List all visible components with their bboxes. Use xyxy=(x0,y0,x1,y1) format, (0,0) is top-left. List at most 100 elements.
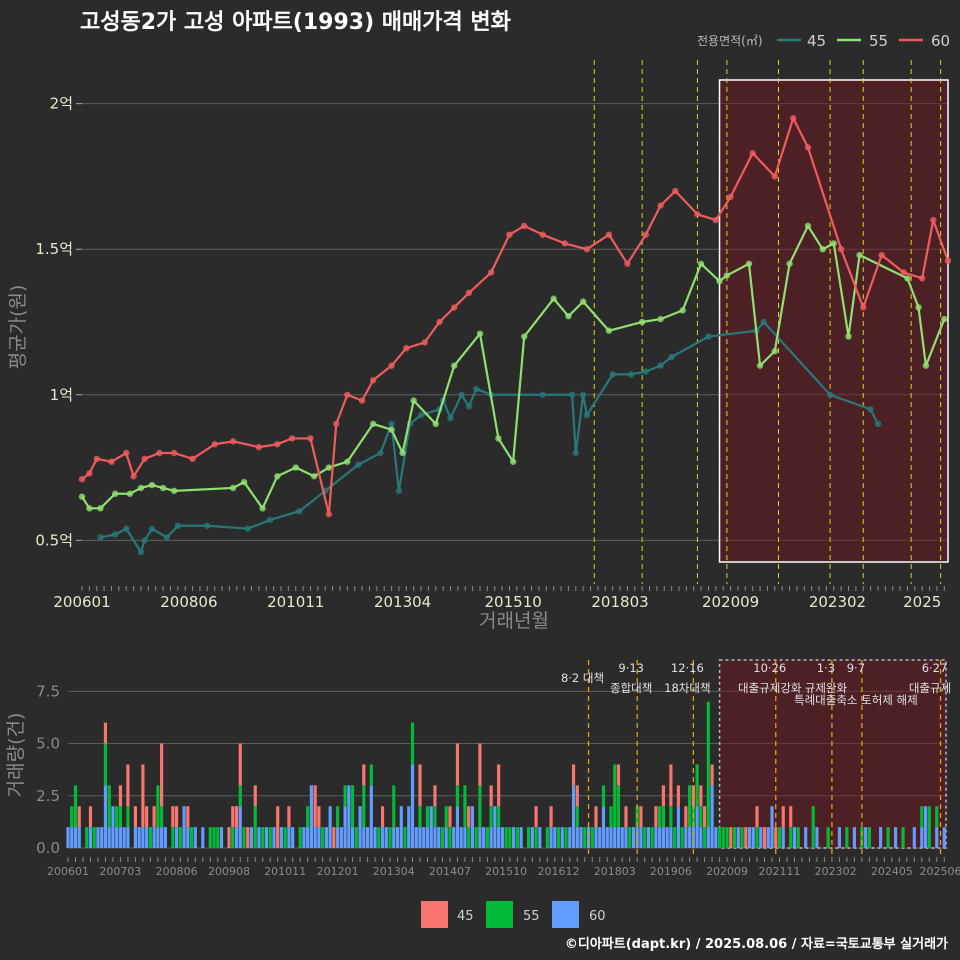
policy-annotation-date: 9·13 xyxy=(618,661,644,675)
volume-bar-55 xyxy=(388,827,392,848)
volume-bar-55 xyxy=(189,827,194,848)
volume-bar-60 xyxy=(935,827,939,848)
volume-bar-60 xyxy=(77,827,81,848)
volume-bar-45 xyxy=(287,806,291,828)
volume-bar-55 xyxy=(351,785,355,828)
volume-bar-45 xyxy=(332,827,336,848)
volume-bar-55 xyxy=(118,806,123,828)
policy-annotation-label: 18차대책 xyxy=(664,681,710,695)
volume-x-tick-label: 202405 xyxy=(871,865,913,878)
volume-bar-60 xyxy=(414,827,418,848)
volume-bar-60 xyxy=(313,827,317,848)
volume-bar-55 xyxy=(298,827,302,848)
volume-x-tick-label: 201304 xyxy=(373,865,415,878)
volume-bar-60 xyxy=(459,827,463,848)
volume-bar-60 xyxy=(103,785,108,848)
volume-bar-60 xyxy=(182,806,186,848)
volume-bar-55 xyxy=(73,785,78,828)
volume-bar-55 xyxy=(418,806,422,828)
volume-bar-55 xyxy=(474,827,478,848)
volume-bar-45 xyxy=(654,806,658,828)
volume-bar-60 xyxy=(736,827,740,848)
volume-bar-55 xyxy=(688,785,692,828)
volume-x-tick-label: 201011 xyxy=(264,865,306,878)
volume-x-tick-label: 200806 xyxy=(156,865,198,878)
volume-bar-60 xyxy=(781,827,785,848)
volume-y-tick-label: 2.5 xyxy=(36,787,60,805)
bottom-legend-label-55: 55 xyxy=(523,909,540,924)
volume-bar-55 xyxy=(369,764,373,786)
volume-bar-55 xyxy=(156,785,160,828)
volume-bar-55 xyxy=(609,806,613,828)
volume-bar-60 xyxy=(96,827,100,848)
volume-bar-60 xyxy=(699,827,703,848)
volume-bar-55 xyxy=(725,827,729,848)
price-y-tick-label: 0.5억 xyxy=(35,531,73,549)
volume-bar-55 xyxy=(901,827,905,848)
volume-bar-60 xyxy=(291,827,295,848)
volume-bar-60 xyxy=(654,827,658,848)
volume-bar-45 xyxy=(676,785,680,807)
volume-bar-60 xyxy=(328,806,332,848)
volume-bar-60 xyxy=(433,827,437,848)
volume-bar-55 xyxy=(238,785,242,807)
volume-bar-55 xyxy=(643,827,647,848)
volume-bar-55 xyxy=(860,827,864,848)
volume-bar-60 xyxy=(586,827,591,848)
volume-bar-60 xyxy=(538,827,542,848)
volume-bar-55 xyxy=(740,827,744,848)
volume-bar-60 xyxy=(714,827,718,848)
volume-bar-45 xyxy=(186,806,190,828)
volume-bar-60 xyxy=(553,827,557,848)
volume-bar-55 xyxy=(321,827,325,848)
volume-bar-55 xyxy=(440,827,445,848)
volume-bar-60 xyxy=(770,806,774,848)
volume-bar-60 xyxy=(358,806,362,848)
volume-y-tick-label: 5.0 xyxy=(36,735,60,753)
volume-bar-60 xyxy=(571,785,576,848)
volume-bar-55 xyxy=(703,827,707,848)
volume-bar-55 xyxy=(669,806,673,828)
volume-bar-60 xyxy=(100,827,104,848)
volume-bar-55 xyxy=(467,827,471,848)
volume-bar-60 xyxy=(175,827,179,848)
volume-bar-45 xyxy=(781,806,785,828)
volume-bar-60 xyxy=(493,806,497,848)
volume-bar-45 xyxy=(467,806,471,828)
volume-bar-60 xyxy=(118,827,123,848)
volume-x-tick-label: 201407 xyxy=(429,865,471,878)
volume-bar-60 xyxy=(706,827,710,848)
volume-bar-60 xyxy=(512,827,516,848)
price-x-tick-label: 201304 xyxy=(374,593,431,611)
volume-bar-60 xyxy=(351,827,355,848)
legend-label-45: 45 xyxy=(807,32,826,50)
volume-bar-60 xyxy=(804,827,808,848)
volume-bar-60 xyxy=(156,827,160,848)
volume-bar-60 xyxy=(601,806,606,848)
price-line-45 xyxy=(100,320,879,554)
volume-y-axis-label: 거래량(건) xyxy=(5,713,27,798)
volume-bar-55 xyxy=(261,827,265,848)
volume-bar-55 xyxy=(777,827,782,848)
volume-bar-60 xyxy=(234,827,239,848)
volume-bar-55 xyxy=(590,827,594,848)
volume-bar-60 xyxy=(864,827,868,848)
volume-bar-45 xyxy=(171,806,175,828)
volume-bar-55 xyxy=(796,827,800,848)
volume-bar-55 xyxy=(92,827,96,848)
volume-bar-45 xyxy=(133,806,137,828)
volume-bar-55 xyxy=(354,827,358,848)
volume-bar-60 xyxy=(287,827,291,848)
volume-bar-60 xyxy=(145,827,149,848)
volume-bar-55 xyxy=(268,827,272,848)
legend-label-55: 55 xyxy=(869,32,888,50)
volume-bar-55 xyxy=(444,806,448,828)
policy-annotation-label: 대출규제강화 xyxy=(738,681,802,695)
volume-bar-55 xyxy=(70,806,74,828)
volume-bar-55 xyxy=(171,827,175,848)
volume-bar-60 xyxy=(249,827,254,848)
volume-x-tick-label: 201803 xyxy=(594,865,636,878)
bottom-legend-swatch-55 xyxy=(486,901,513,928)
volume-x-tick-label: 202506 xyxy=(920,865,960,878)
volume-bar-55 xyxy=(613,764,617,828)
